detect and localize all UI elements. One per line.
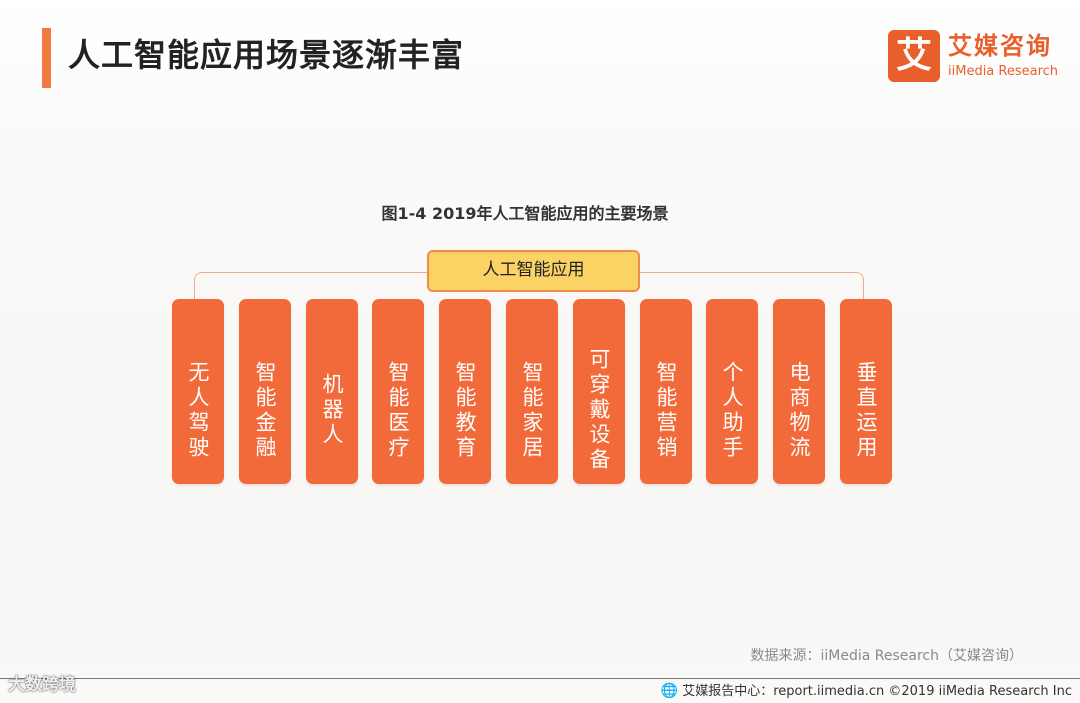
branch-node: 电商物流 (773, 299, 825, 484)
iimedia-logo: 艾 艾媒咨询 iiMedia Research (888, 30, 1063, 84)
figure-title: 图1-4 2019年人工智能应用的主要场景 (381, 204, 669, 223)
globe-icon: 🌐 (660, 683, 679, 699)
logo-chinese-name: 艾媒咨询 (948, 32, 1052, 60)
branch-node: 无人驾驶 (172, 299, 224, 484)
title-accent-bar (42, 28, 51, 88)
watermark: 大数跨境 (8, 675, 76, 695)
footer-divider (0, 678, 1080, 679)
logo-mark: 艾 (888, 30, 940, 82)
branch-node: 智能教育 (439, 299, 491, 484)
branch-node: 智能金融 (239, 299, 291, 484)
branch-node: 智能家居 (506, 299, 558, 484)
branch-node: 个人助手 (706, 299, 758, 484)
page-title: 人工智能应用场景逐渐丰富 (68, 36, 465, 74)
logo-english-name: iiMedia Research (948, 64, 1059, 79)
branch-row: 无人驾驶 智能金融 机器人 智能医疗 智能教育 智能家居 可穿戴设备 智能营销 个人助手 电商物流… (172, 299, 892, 484)
branch-node: 可穿戴设备 (573, 299, 625, 484)
data-source: 数据来源：iiMedia Research（艾媒咨询） (750, 648, 1024, 664)
branch-node: 垂直运用 (840, 299, 892, 484)
root-node: 人工智能应用 (427, 250, 640, 292)
branch-node: 机器人 (306, 299, 358, 484)
branch-node: 智能医疗 (372, 299, 424, 484)
footer-text: 艾媒报告中心：report.iimedia.cn ©2019 iiMedia R… (682, 684, 1072, 699)
branch-node: 智能营销 (640, 299, 692, 484)
footer: 🌐 艾媒报告中心：report.iimedia.cn ©2019 iiMedia… (661, 680, 1072, 699)
